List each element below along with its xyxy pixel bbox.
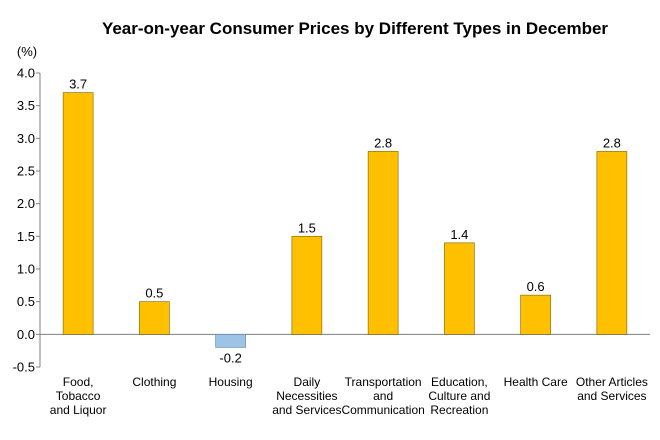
x-category-label: Clothing bbox=[132, 375, 176, 389]
y-tick-label: 2.5 bbox=[17, 164, 35, 179]
x-category-label: Other Articles and Services bbox=[576, 375, 648, 403]
y-tick-label: 2.0 bbox=[17, 196, 35, 211]
x-category-label: Food, Tobacco and Liquor bbox=[50, 375, 107, 417]
bar bbox=[62, 92, 94, 335]
data-label: 2.8 bbox=[374, 135, 392, 150]
bar bbox=[520, 294, 551, 335]
y-tick-label: 0.5 bbox=[17, 294, 35, 309]
bar bbox=[596, 151, 628, 335]
bar bbox=[139, 301, 170, 335]
y-tick-label: 1.0 bbox=[17, 262, 35, 277]
data-label: 1.4 bbox=[450, 227, 468, 242]
x-category-label: Transportation and Communication bbox=[341, 375, 424, 417]
y-tick-label: 3.0 bbox=[17, 131, 35, 146]
bar bbox=[215, 334, 246, 348]
data-label: -0.2 bbox=[219, 350, 241, 365]
bar bbox=[291, 236, 323, 335]
x-category-label: Daily Necessities and Services bbox=[272, 375, 341, 417]
x-category-label: Education, Culture and Recreation bbox=[428, 375, 490, 417]
chart-title: Year-on-year Consumer Prices by Differen… bbox=[102, 19, 608, 38]
y-axis-unit-label: (%) bbox=[17, 44, 37, 59]
bar bbox=[367, 151, 399, 335]
plot-area: 4.0 3.5 3.0 2.5 2.0 1.5 1.0 0.5 0.0 -0.5 3.7 Food, T… bbox=[13, 66, 650, 417]
y-tick-label: 3.5 bbox=[17, 98, 35, 113]
data-label: 1.5 bbox=[298, 220, 316, 235]
x-category-label: Housing bbox=[209, 375, 253, 389]
y-tick-label: 0.0 bbox=[17, 327, 35, 342]
y-tick-label: 4.0 bbox=[17, 66, 35, 81]
bar bbox=[444, 242, 475, 335]
data-label: 2.8 bbox=[603, 135, 621, 150]
data-label: 0.6 bbox=[527, 279, 545, 294]
x-category-label: Health Care bbox=[504, 375, 568, 389]
data-label: 0.5 bbox=[145, 286, 163, 301]
y-tick-label: 1.5 bbox=[17, 229, 35, 244]
data-label: 3.7 bbox=[69, 77, 87, 92]
y-tick-label: -0.5 bbox=[13, 360, 35, 375]
